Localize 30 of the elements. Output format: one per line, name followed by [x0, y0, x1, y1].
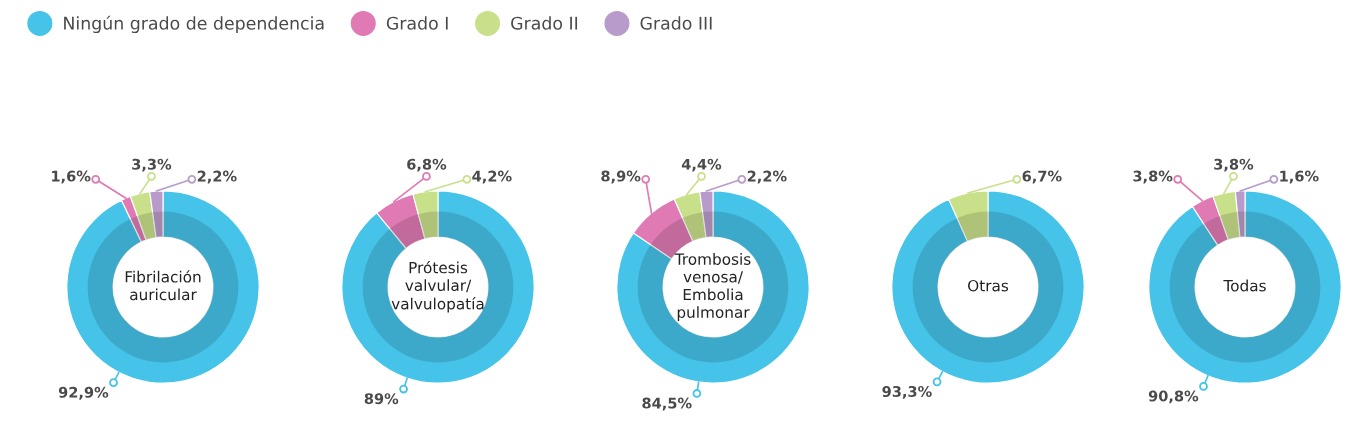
data-label: 3,8% — [1214, 158, 1254, 172]
donut-slice — [1148, 190, 1342, 384]
data-label: 8,9% — [601, 170, 641, 184]
legend-label: Grado III — [640, 16, 712, 30]
text: Prótesis valvular/ valvulopatía — [391, 260, 484, 313]
text: Otras — [968, 279, 1009, 292]
legend-label: Grado I — [386, 16, 448, 30]
data-label: 4,2% — [472, 170, 512, 184]
legend-label: Ningún grado de dependencia — [64, 15, 324, 34]
data-label: 90,8% — [1148, 390, 1199, 404]
data-label: 92,9% — [58, 386, 109, 400]
data-label: 1,6% — [1280, 170, 1319, 184]
donut-slice — [891, 190, 1085, 384]
text: Trombosis venosa/ Embolia pulmonar — [674, 253, 751, 321]
data-label: 84,5% — [642, 397, 692, 411]
donut-slice — [66, 190, 260, 384]
data-label: 6,8% — [407, 158, 447, 172]
text: Fibrilación auricular — [125, 270, 201, 301]
data-label: 93,3% — [882, 385, 932, 399]
data-label: 2,2% — [197, 170, 237, 184]
data-label: 2,2% — [747, 170, 787, 184]
data-label: 4,4% — [681, 158, 722, 172]
data-label: 1,6% — [52, 170, 91, 184]
data-label: 3,8% — [1133, 170, 1173, 184]
text: Todas — [1223, 279, 1266, 292]
data-label: 89% — [364, 393, 399, 405]
data-label: 3,3% — [132, 158, 172, 172]
data-label: 6,7% — [1022, 170, 1062, 184]
donut-slice — [341, 190, 535, 384]
legend-label: Grado II — [511, 16, 578, 30]
